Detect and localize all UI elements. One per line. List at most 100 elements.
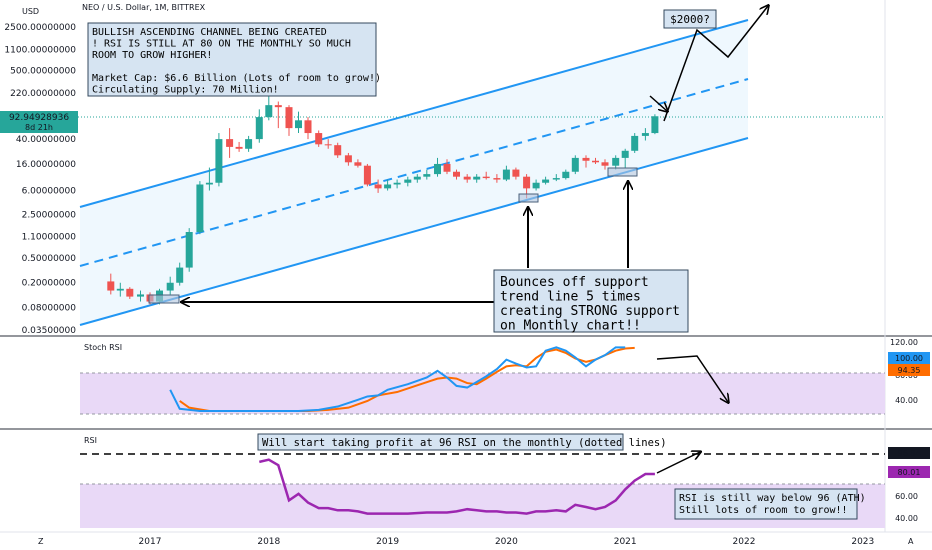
rsi-note-line: RSI is still way below 96 (ATH)	[679, 493, 866, 504]
candle-body	[502, 169, 510, 180]
candle	[641, 128, 649, 141]
headline-line: Market Cap: $6.6 Billion (Lots of room t…	[92, 73, 381, 84]
time-tick-label: 2018	[257, 537, 280, 547]
candle-body	[512, 169, 520, 177]
price-tick-label: 6.00000000	[22, 187, 77, 197]
support-note-line: Bounces off support	[500, 275, 649, 290]
price-tick-label: 16.00000000	[16, 160, 76, 170]
stoch-projection-arrow	[656, 355, 728, 402]
candle	[453, 169, 461, 180]
candle	[562, 169, 570, 180]
candle-body	[196, 184, 204, 233]
symbol-title: NEO / U.S. Dollar, 1M, BITTREX	[82, 3, 206, 12]
headline-line: Circulating Supply: 70 Million!	[92, 85, 279, 96]
candle-body	[641, 133, 649, 136]
candle-body	[562, 171, 570, 179]
rsi-note-line: Still lots of room to grow!!	[679, 505, 848, 516]
candle-body	[265, 105, 273, 118]
candle	[245, 135, 253, 152]
price-tick-label: 500.00000000	[10, 67, 76, 77]
support-note-line: on Monthly chart!!	[500, 319, 641, 334]
rsi-tick-label: 60.00	[895, 492, 918, 501]
rsi-current-value: 80.01	[898, 468, 921, 477]
candle-body	[205, 182, 213, 185]
candle	[315, 130, 323, 147]
time-tick-label: 2022	[733, 537, 756, 547]
candle-body	[285, 107, 293, 129]
zoom-reset-icon[interactable]: Z	[38, 537, 44, 546]
candle-body	[453, 171, 461, 177]
price-tick-label: 40.00000000	[16, 135, 76, 145]
candle-body	[354, 162, 362, 166]
candle	[176, 262, 184, 286]
candle-body	[166, 282, 174, 291]
projection-path-arrows	[663, 6, 768, 122]
headline-box	[87, 22, 377, 97]
candle	[107, 273, 115, 295]
support-note-line: trend line 5 times	[500, 290, 641, 305]
candle-body	[433, 163, 441, 175]
candle-body	[542, 179, 550, 183]
candle	[473, 174, 481, 183]
headline-line: BULLISH ASCENDING CHANNEL BEING CREATED	[92, 27, 327, 38]
candle-body	[532, 182, 540, 189]
candle	[226, 128, 234, 158]
candle	[482, 171, 490, 180]
stoch-d-tag	[888, 364, 930, 376]
time-axis[interactable]: 2017 2018 2019 2020 2021 2022 2023	[139, 537, 875, 547]
candle	[334, 142, 342, 158]
candle-body	[523, 176, 531, 189]
candle	[116, 282, 124, 297]
support-touch-box-2021	[607, 167, 638, 177]
candle-body	[304, 120, 312, 134]
candle-body	[136, 294, 144, 297]
auto-scale-icon[interactable]: A	[908, 537, 914, 546]
candle	[126, 287, 134, 299]
candle	[285, 105, 293, 136]
candle-body	[621, 150, 629, 158]
candle	[502, 165, 510, 182]
headline-text: BULLISH ASCENDING CHANNEL BEING CREATED!…	[92, 27, 381, 96]
target-label: $2000?	[670, 13, 710, 26]
candle-body	[295, 120, 302, 129]
rsi-dotted-value: 96.84	[898, 449, 921, 458]
candle-body	[482, 176, 490, 179]
price-tick-label: 0.20000000	[22, 279, 77, 289]
candle	[404, 176, 412, 187]
price-tick-label: 1.10000000	[22, 233, 77, 243]
indicator-axis[interactable]: 120.0080.0040.0080.0060.0040.00100.0094.…	[888, 338, 930, 523]
candle	[592, 157, 599, 164]
candle	[235, 141, 243, 152]
rsi-note-box	[674, 488, 858, 520]
stoch-k-tag	[888, 352, 930, 364]
channel-upper-line	[79, 19, 749, 208]
stoch-k-line	[169, 346, 626, 412]
candle-body	[344, 155, 352, 163]
candle	[601, 159, 609, 170]
candle-body	[404, 179, 412, 183]
rsi-line	[259, 458, 655, 515]
stoch-label: Stoch RSI	[84, 343, 122, 352]
candle	[443, 159, 451, 175]
candle	[542, 176, 550, 185]
candle-body	[374, 184, 382, 189]
candle-body	[423, 174, 431, 177]
candle	[413, 174, 421, 183]
arrow-small-upper	[649, 95, 667, 111]
candle-body	[413, 176, 421, 180]
support-note-box	[493, 269, 689, 333]
candle-body	[631, 135, 639, 151]
time-tick-label: 2021	[614, 537, 637, 547]
last-price-value: 92.94928936	[9, 113, 69, 123]
stoch-tick-label: 40.00	[895, 396, 918, 405]
candle-body	[245, 139, 253, 149]
candle	[205, 167, 213, 191]
candle-body	[384, 184, 392, 189]
candle	[631, 133, 639, 153]
price-axis[interactable]: 2500.00000000 1100.00000000 500.00000000 22…	[4, 23, 76, 336]
candle-body	[493, 178, 501, 180]
price-tick-label: 2500.00000000	[4, 23, 76, 33]
candle	[423, 169, 431, 180]
price-tick-label: 0.03500000	[22, 326, 77, 336]
